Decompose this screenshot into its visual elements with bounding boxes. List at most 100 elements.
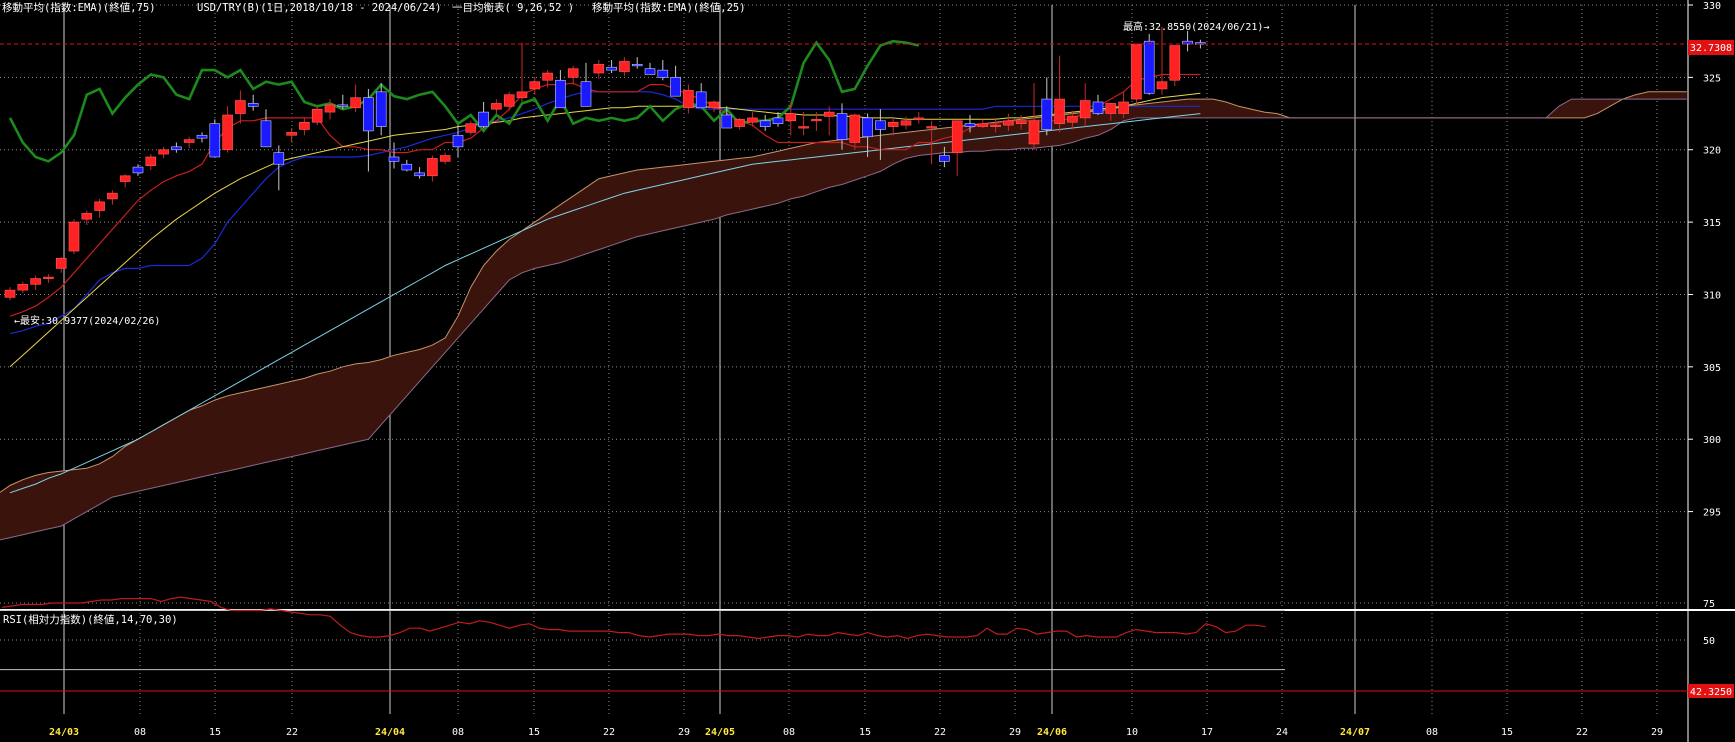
x-tick-label: 22 <box>286 727 298 738</box>
candle-body <box>81 213 93 220</box>
rsi-current-box <box>1688 684 1734 698</box>
candle-body <box>286 132 297 136</box>
candle-body <box>1054 98 1065 124</box>
candle-body <box>1131 43 1142 100</box>
y-tick-label: 330 <box>1703 1 1721 12</box>
candle-body <box>721 114 733 129</box>
candle-body <box>1028 120 1040 145</box>
candle-body <box>375 91 387 127</box>
candle-body <box>414 172 425 177</box>
candle-body <box>1092 101 1104 114</box>
x-tick-label: 08 <box>783 727 795 738</box>
candle-body <box>798 126 809 129</box>
cloud-fill <box>0 91 1687 540</box>
x-tick-label: 08 <box>1426 727 1438 738</box>
current-price-box <box>1688 40 1734 55</box>
rsi-tick-label: 50 <box>1703 636 1715 647</box>
x-tick-label: 15 <box>859 727 871 738</box>
candle-body <box>951 120 963 153</box>
candle-body <box>759 120 771 127</box>
legend-ema25: 移動平均(指数:EMA)(終値,25) <box>592 1 746 14</box>
candle-body <box>1041 98 1053 130</box>
candle-body <box>811 119 822 122</box>
candle-body <box>606 66 617 71</box>
high-annotation: 最高:32.8550(2024/06/21)→ <box>1123 20 1269 33</box>
candle-body <box>1015 120 1027 124</box>
candle-body <box>1079 100 1091 119</box>
candle-body <box>299 121 310 130</box>
candle-body <box>1118 101 1129 114</box>
candle-body <box>337 104 349 107</box>
candle-body <box>529 81 541 90</box>
candle-body <box>273 152 285 165</box>
indicator-lines <box>0 39 1687 541</box>
candle-body <box>913 117 925 120</box>
candle-body <box>542 72 553 81</box>
candle-body <box>1182 40 1193 45</box>
x-tick-label: 15 <box>1501 727 1513 738</box>
x-tick-label: 24/04 <box>375 727 405 738</box>
x-tick-label: 22 <box>934 727 946 738</box>
candle-body <box>926 126 937 129</box>
candle-body <box>939 155 950 162</box>
candle-body <box>119 175 131 182</box>
candle-body <box>1105 103 1117 114</box>
legend-ema75: 移動平均(指数:EMA)(終値,75) <box>2 1 156 14</box>
candle-body <box>1003 120 1014 126</box>
y-tick-label: 325 <box>1703 73 1721 84</box>
x-tick-label: 22 <box>603 727 615 738</box>
candle-body <box>964 123 976 127</box>
candle-body <box>171 146 182 151</box>
x-tick-label: 24/05 <box>705 727 735 738</box>
candle-body <box>708 101 720 109</box>
rsi-panel <box>0 596 1688 692</box>
candle-body <box>209 123 221 158</box>
candle-body <box>94 201 105 211</box>
candle-body <box>4 289 16 298</box>
candle-body <box>900 120 912 126</box>
candle-body <box>478 111 489 127</box>
candle-body <box>491 103 502 110</box>
candle-body <box>823 111 835 117</box>
candle-body <box>183 139 195 143</box>
candle-body <box>43 276 54 279</box>
y-tick-label: 315 <box>1703 218 1721 229</box>
candle-body <box>132 166 144 174</box>
tenkan-line <box>9 73 1201 317</box>
ichimoku-cloud <box>0 91 1687 540</box>
candle-body <box>580 81 592 107</box>
legend-symbol: USD/TRY(B)(1日,2018/10/18 - 2024/06/24) <box>197 2 441 14</box>
candle-body <box>619 61 630 72</box>
candle-body <box>55 257 67 269</box>
candle-body <box>657 69 669 78</box>
y-tick-label: 310 <box>1703 290 1721 301</box>
candle-body <box>990 124 1001 127</box>
chikou-line <box>8 39 920 163</box>
candle-body <box>670 77 681 97</box>
legend-ichimoku: 一目均衡表( 9,26,52 ) <box>452 1 574 14</box>
candle-body <box>107 192 118 200</box>
candle-body <box>1143 40 1155 94</box>
candle-body <box>631 64 643 67</box>
x-tick-label: 17 <box>1201 727 1213 738</box>
candle-body <box>772 117 784 124</box>
candle-body <box>247 103 259 107</box>
x-tick-label: 15 <box>528 727 540 738</box>
candle-body <box>465 123 477 133</box>
candle-body <box>977 123 989 127</box>
candle-body <box>875 120 886 130</box>
candle-body <box>235 100 246 114</box>
labels: 移動平均(指数:EMA)(終値,75) USD/TRY(B)(1日,2018/1… <box>2 1 1269 626</box>
candle-body <box>503 94 515 107</box>
rsi-title: RSI(相対力指数)(終値,14,70,30) <box>3 613 178 626</box>
ema75-line <box>9 113 1201 494</box>
candle-body <box>734 119 745 127</box>
x-tick-label: 15 <box>209 727 221 738</box>
candle-body <box>849 114 861 143</box>
candle-body <box>30 278 41 285</box>
candle-body <box>196 134 208 139</box>
candle-body <box>145 156 157 166</box>
candle-body <box>785 113 797 122</box>
